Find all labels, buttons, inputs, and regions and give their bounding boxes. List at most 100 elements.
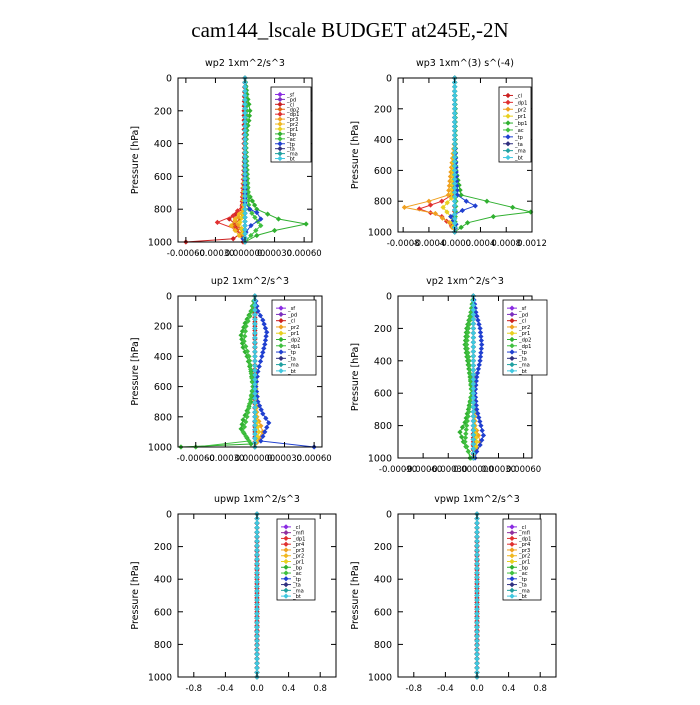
legend-item: _pr2 (507, 324, 530, 331)
series-point (439, 215, 446, 221)
legend-item: _tp (275, 141, 296, 148)
legend-item: _dp1 (275, 111, 299, 118)
y-tick-label: 800 (154, 205, 172, 216)
series-point (230, 236, 236, 242)
series-point (452, 119, 458, 125)
legend-marker (505, 92, 511, 99)
x-tick-label: 0.4 (502, 684, 516, 694)
series-point (452, 97, 458, 103)
chart-wp2: wp2 1xm^2/s^3 Pressure [hPa] 0 200 400 600 800… (130, 58, 322, 259)
x-tick-label: 0.0012 (517, 239, 547, 249)
legend-label: _tp (286, 142, 296, 148)
series-point (470, 446, 476, 452)
series-point (427, 202, 434, 208)
series-point (470, 432, 476, 438)
series-point (249, 210, 255, 216)
legend-item: _pd (507, 311, 528, 318)
series-point (247, 313, 253, 319)
series-point (242, 197, 248, 204)
legend-marker (283, 593, 289, 599)
series-point (474, 660, 480, 667)
series-point (242, 333, 248, 339)
series-point (474, 534, 480, 540)
legend-label: _bt (287, 369, 296, 375)
series-point (254, 538, 260, 544)
series-point (243, 419, 249, 425)
legend-label: _pr2 (518, 325, 530, 331)
series-point (464, 444, 470, 450)
series-point (242, 180, 248, 186)
series-point (242, 154, 248, 160)
y-tick-label: 0 (386, 74, 392, 85)
x-tick-label: 0.00030 (257, 249, 292, 259)
series-point (474, 313, 480, 319)
series-point (242, 231, 248, 237)
legend-item: _dp1 (503, 99, 527, 106)
legend-marker (277, 116, 283, 122)
series-point (474, 570, 480, 576)
series-point (459, 207, 466, 214)
legend-label: _pr2 (514, 107, 526, 113)
legend-label: _dp2 (287, 338, 300, 344)
series-point (242, 328, 249, 334)
chart-title: upwp 1xm^2/s^3 (214, 494, 300, 505)
series-point (254, 543, 260, 549)
legend-label: _ma (286, 152, 298, 158)
series-point (254, 574, 260, 581)
series-point (452, 211, 458, 218)
legend-marker (509, 581, 515, 588)
series-point (263, 415, 269, 421)
series-point (462, 435, 469, 441)
series-point (256, 403, 263, 409)
plot-frame (397, 77, 533, 233)
legend-item: _cl (281, 524, 300, 531)
y-tick-label: 200 (374, 542, 392, 553)
legend-item: _bt (503, 154, 523, 162)
series-point (475, 410, 481, 417)
legend-marker (278, 330, 284, 336)
y-tick-label: 600 (374, 389, 392, 400)
legend-marker (283, 553, 289, 559)
series-point (244, 414, 250, 420)
series-point (245, 197, 252, 204)
legend-marker (505, 99, 511, 105)
series-point (242, 132, 248, 138)
legend-marker (509, 530, 515, 536)
series-point (259, 353, 265, 360)
legend-box (502, 299, 548, 376)
series-point (470, 344, 476, 350)
series-point (470, 339, 476, 345)
series-point (254, 561, 260, 567)
series-point (470, 409, 476, 415)
legend-marker (509, 318, 515, 324)
chart-title: wp2 1xm^2/s^3 (205, 58, 285, 69)
x-tick-label: -0.00060 (167, 249, 205, 259)
legend-marker (509, 361, 515, 368)
series-point (464, 341, 470, 348)
y-tick-label: 1000 (368, 673, 392, 684)
legend-item: _pr1 (503, 113, 526, 120)
series-line (417, 78, 456, 233)
series-point (448, 213, 454, 220)
series-point (452, 88, 458, 94)
legend-marker (278, 305, 284, 311)
legend-label: _ac (514, 128, 524, 134)
legend-marker (278, 336, 284, 343)
series-bt (252, 293, 258, 450)
series-point (243, 323, 249, 329)
series-point (464, 333, 471, 340)
series-point (246, 353, 252, 360)
x-tick-label: -0.00030 (429, 465, 467, 475)
series-point (253, 227, 259, 234)
series-point (254, 629, 260, 635)
series-point (452, 189, 458, 196)
legend-label: _sf (518, 306, 526, 312)
series-point (230, 213, 236, 219)
series-point (254, 209, 260, 216)
legend-marker (509, 524, 515, 530)
legend-label: _tp (518, 577, 528, 583)
legend-item: _pr1 (276, 330, 299, 337)
series-point (242, 167, 248, 173)
legend-label: _pr2 (286, 122, 298, 128)
series-point (474, 529, 480, 535)
